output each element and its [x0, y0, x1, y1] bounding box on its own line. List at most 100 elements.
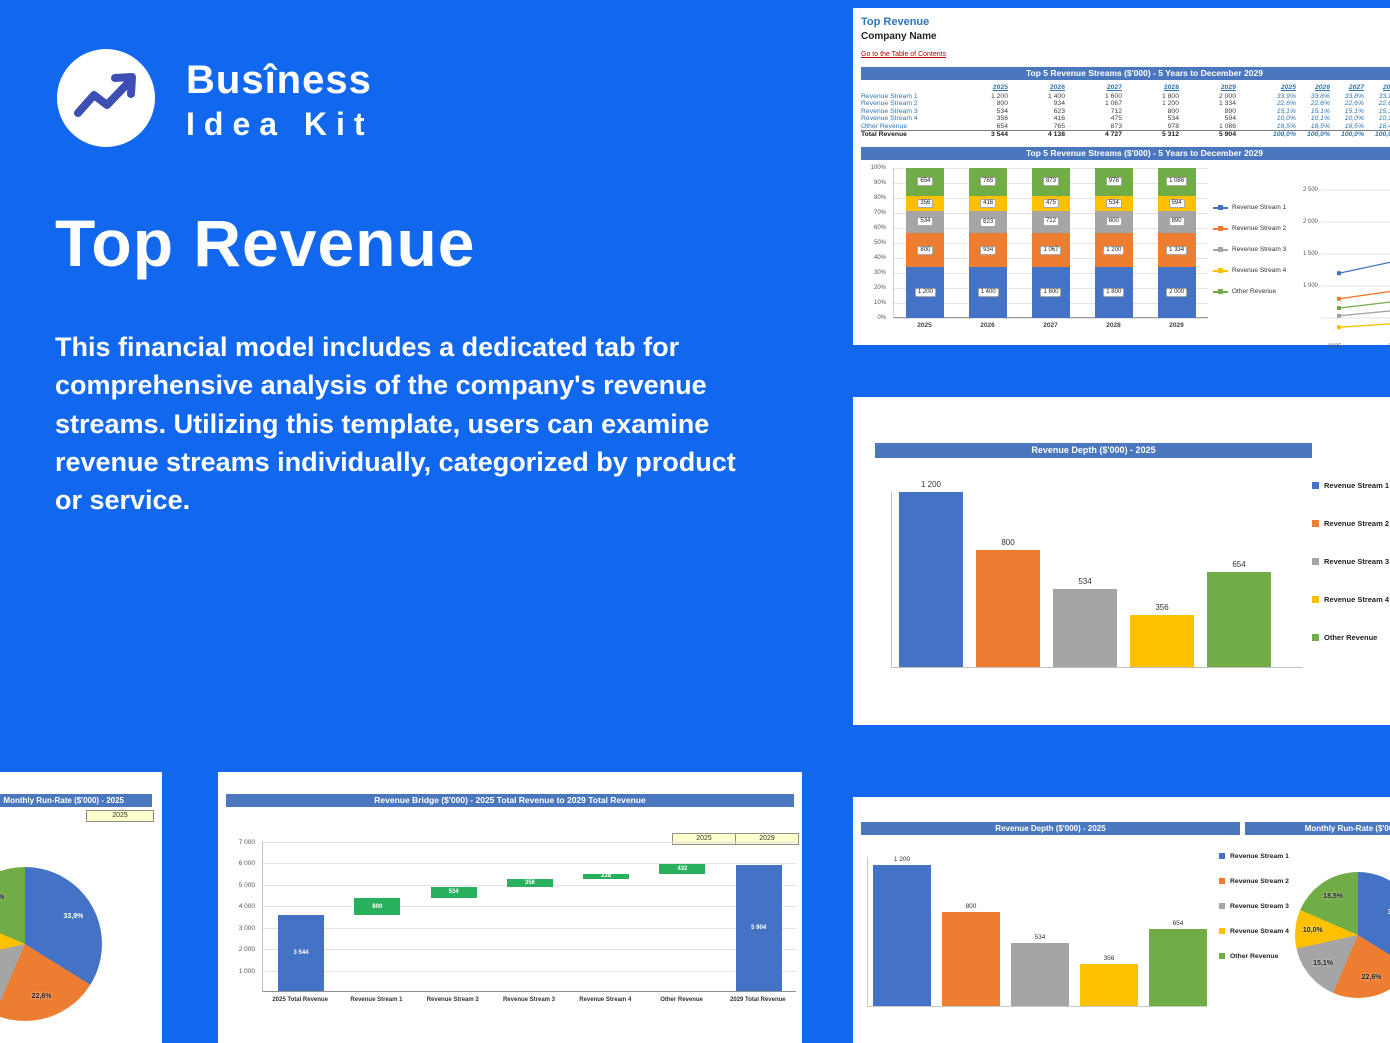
bar-value-label: 1 200: [893, 856, 911, 863]
axis-tick-label: 70%: [873, 209, 886, 216]
legend-item: Revenue Stream 3: [1219, 902, 1289, 910]
legend-item: Other Revenue: [1312, 633, 1389, 642]
runrate-title-bar-2: Monthly Run-Rate ($'000) - 2025: [1245, 822, 1390, 835]
cell-pct: 33,8%: [1310, 93, 1330, 100]
stacked-bar-segment: 1 600: [1031, 267, 1070, 318]
legend-marker: [1312, 633, 1319, 641]
data-label: 654: [917, 177, 934, 187]
data-label: 1 067: [1040, 245, 1062, 255]
depth-chart-title-bar-2: Revenue Depth ($'000) - 2025: [861, 822, 1240, 835]
legend-label: Revenue Stream 3: [1232, 246, 1287, 254]
cell-value: 5 904: [1218, 131, 1236, 139]
cell-value: 765: [1053, 122, 1065, 130]
bar: [1080, 964, 1138, 1006]
cell-value: 416: [1053, 115, 1065, 123]
stacked-bar-segment: 800: [1094, 210, 1133, 234]
table-title-bar: Top 5 Revenue Streams ($'000) - 5 Years …: [861, 67, 1390, 80]
legend-label: Revenue Stream 4: [1324, 594, 1390, 604]
cell-value: 356: [996, 115, 1008, 123]
brand-line1: Busîness: [186, 58, 372, 102]
axis-tick-label: 10%: [873, 299, 886, 306]
cell-value: 1 200: [990, 93, 1008, 100]
stacked-bar-segment: 1 800: [1094, 267, 1133, 318]
year-header: 2028: [1163, 84, 1179, 92]
stacked-bar: 1 086 594 890 1 334 2 000: [1157, 167, 1196, 318]
bar: [1011, 943, 1069, 1006]
revenue-table: 202520262027202820292025202620272028Reve…: [861, 83, 1390, 139]
bridge-x-axis: 2025 Total Revenue Revenue Stream 1 Revenu…: [262, 997, 796, 1003]
legend-label: Revenue Stream 4: [1232, 267, 1287, 275]
line-y-axis: 2 500 2 000 1 500 1 000: [1293, 187, 1319, 338]
grid-line: [894, 317, 1208, 319]
legend-marker: [1312, 595, 1319, 603]
legend-label: Revenue Stream 3: [1324, 556, 1390, 566]
waterfall-bar: 800: [354, 898, 401, 916]
stacked-bar-column: 765 416 623 934 1 400: [957, 167, 1020, 318]
stacked-chart: 100% 90% 80% 70% 60% 50% 40% 30% 20% 10% 0% 654 356…: [861, 164, 1390, 350]
bridge-plot: 3 544 800 534 356 238 432 5 904: [262, 842, 796, 992]
stacked-bar: 873 475 712 1 067 1 600: [1031, 167, 1070, 318]
depth-chart-title-bar: Revenue Depth ($'000) - 2025: [875, 443, 1312, 458]
grid-line: [263, 949, 796, 951]
axis-tick-label: 40%: [873, 254, 886, 261]
axis-tick-label: 1 000: [1302, 282, 1318, 289]
cell-pct: 15,1%: [1310, 107, 1330, 115]
year-header: 2025: [1280, 84, 1296, 92]
line-chart-plot: [1321, 189, 1390, 330]
line-marker: [1337, 296, 1341, 301]
table-row: Other Revenue 654 765 873 978 1 086 18,5% 18,5%…: [861, 123, 1390, 130]
stacked-bar-segment: 654: [906, 167, 945, 196]
stacked-x-axis: 2025 2026 2027 2028 2029: [893, 322, 1208, 329]
axis-tick-label: 30%: [873, 269, 886, 276]
data-label: 594: [1168, 198, 1185, 208]
row-label: Revenue Stream 3: [861, 107, 918, 115]
stacked-bar-segment: 534: [906, 210, 945, 234]
cell-value: 800: [996, 100, 1008, 108]
screenshot-depth-runrate: Revenue Depth ($'000) - 2025 Monthly Run…: [853, 797, 1390, 1043]
stacked-bar-segment: 1 086: [1157, 167, 1196, 196]
bar-value-label: 800: [1001, 538, 1015, 548]
legend-marker: [1312, 519, 1319, 527]
axis-tick-label: 5 000: [238, 881, 255, 889]
bar: [899, 492, 963, 667]
brand-logo: [54, 46, 158, 150]
axis-tick-label: 4 000: [238, 903, 255, 911]
pie-slice-label: 33,9%: [1387, 908, 1390, 916]
year-header: 2026: [1314, 84, 1330, 92]
pie-slice-label: 22,6%: [1361, 974, 1382, 982]
bar: [873, 865, 931, 1006]
data-label: 1 334: [1166, 245, 1188, 255]
legend-marker: [1219, 903, 1225, 909]
axis-tick-label: 100%: [870, 164, 886, 171]
cell-pct: 18,5%: [1310, 122, 1330, 130]
legend-item: Revenue Stream 4: [1312, 594, 1390, 604]
cell-value: 1 600: [1104, 93, 1122, 100]
row-label: Revenue Stream 1: [861, 93, 918, 100]
legend-item: Revenue Stream 2: [1312, 519, 1389, 528]
table-row: Revenue Stream 4 356 416 475 534 594 10,0% 10,1…: [861, 115, 1390, 122]
legend-marker-square: [1218, 225, 1223, 231]
line-marker: [1337, 271, 1341, 276]
legend-marker-square: [1218, 204, 1223, 210]
cell-value: 1 086: [1218, 122, 1236, 130]
bar-value-label: 356: [1155, 603, 1169, 613]
depth-plot: 1 200 800 534 356 654: [891, 480, 1303, 668]
cell-value: 1 800: [1161, 93, 1179, 100]
legend-label: Revenue Stream 1: [1232, 204, 1287, 212]
stacked-bar-segment: 1 334: [1157, 233, 1196, 268]
stacked-bar-segment: 978: [1094, 167, 1133, 196]
toc-link[interactable]: Go to the Table of Contents: [861, 51, 947, 58]
x-axis-label: Revenue Stream 1: [350, 997, 403, 1003]
row-label: Revenue Stream 4: [861, 115, 918, 123]
x-axis-label: 2029: [1169, 321, 1184, 329]
cell-pct: 22,6%: [1344, 100, 1364, 108]
legend-marker-square: [1218, 246, 1223, 252]
year-selector[interactable]: 2025: [86, 810, 154, 822]
cell-pct: 18,5%: [1344, 122, 1364, 130]
cell-pct: 10,1%: [1310, 115, 1330, 123]
data-label: 475: [1042, 198, 1059, 208]
data-label: 765: [980, 177, 997, 187]
x-axis-label: 2026: [1388, 343, 1390, 350]
cell-value: 1 067: [1104, 100, 1122, 108]
line-series: [1338, 290, 1390, 300]
